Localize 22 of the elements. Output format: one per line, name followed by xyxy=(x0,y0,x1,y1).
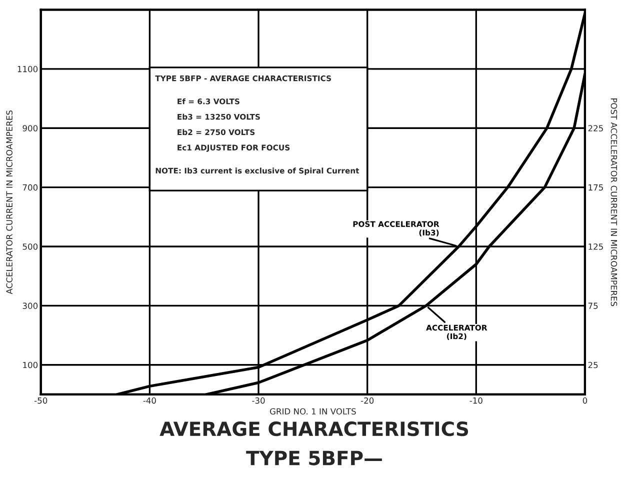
text: AVERAGE CHARACTERISTICS xyxy=(160,421,468,436)
y-tick-label: 900 xyxy=(22,125,38,132)
x-tick-label: -10 xyxy=(470,397,482,404)
text: TYPE 5BFP— xyxy=(246,450,382,466)
y2-tick-label: 75 xyxy=(588,302,598,309)
y-axis-title: ACCELERATOR CURRENT IN MICROAMPERES xyxy=(6,110,13,294)
y-tick-label: 500 xyxy=(22,243,38,250)
x-axis-title: GRID NO. 1 IN VOLTS xyxy=(270,408,356,415)
y-tick-label: 700 xyxy=(22,184,38,191)
y2-axis-title: POST ACCELERATOR CURRENT IN MICROAMPERES xyxy=(610,98,618,306)
x-tick-label: -30 xyxy=(252,397,265,404)
y-tick-label: 1100 xyxy=(18,66,38,72)
x-tick-label: -40 xyxy=(143,397,156,404)
y2-tick-label: 175 xyxy=(588,184,603,191)
x-tick-label: 0 xyxy=(582,397,588,404)
x-tick-label: -20 xyxy=(360,397,374,404)
y2-tick-label: 125 xyxy=(588,243,603,250)
y2-tick-label: 225 xyxy=(588,125,603,132)
x-tick-label: -50 xyxy=(34,397,48,404)
y-tick-label: 100 xyxy=(23,362,38,368)
y2-tick-label: 25 xyxy=(588,362,598,368)
y-tick-label: 300 xyxy=(22,302,38,309)
